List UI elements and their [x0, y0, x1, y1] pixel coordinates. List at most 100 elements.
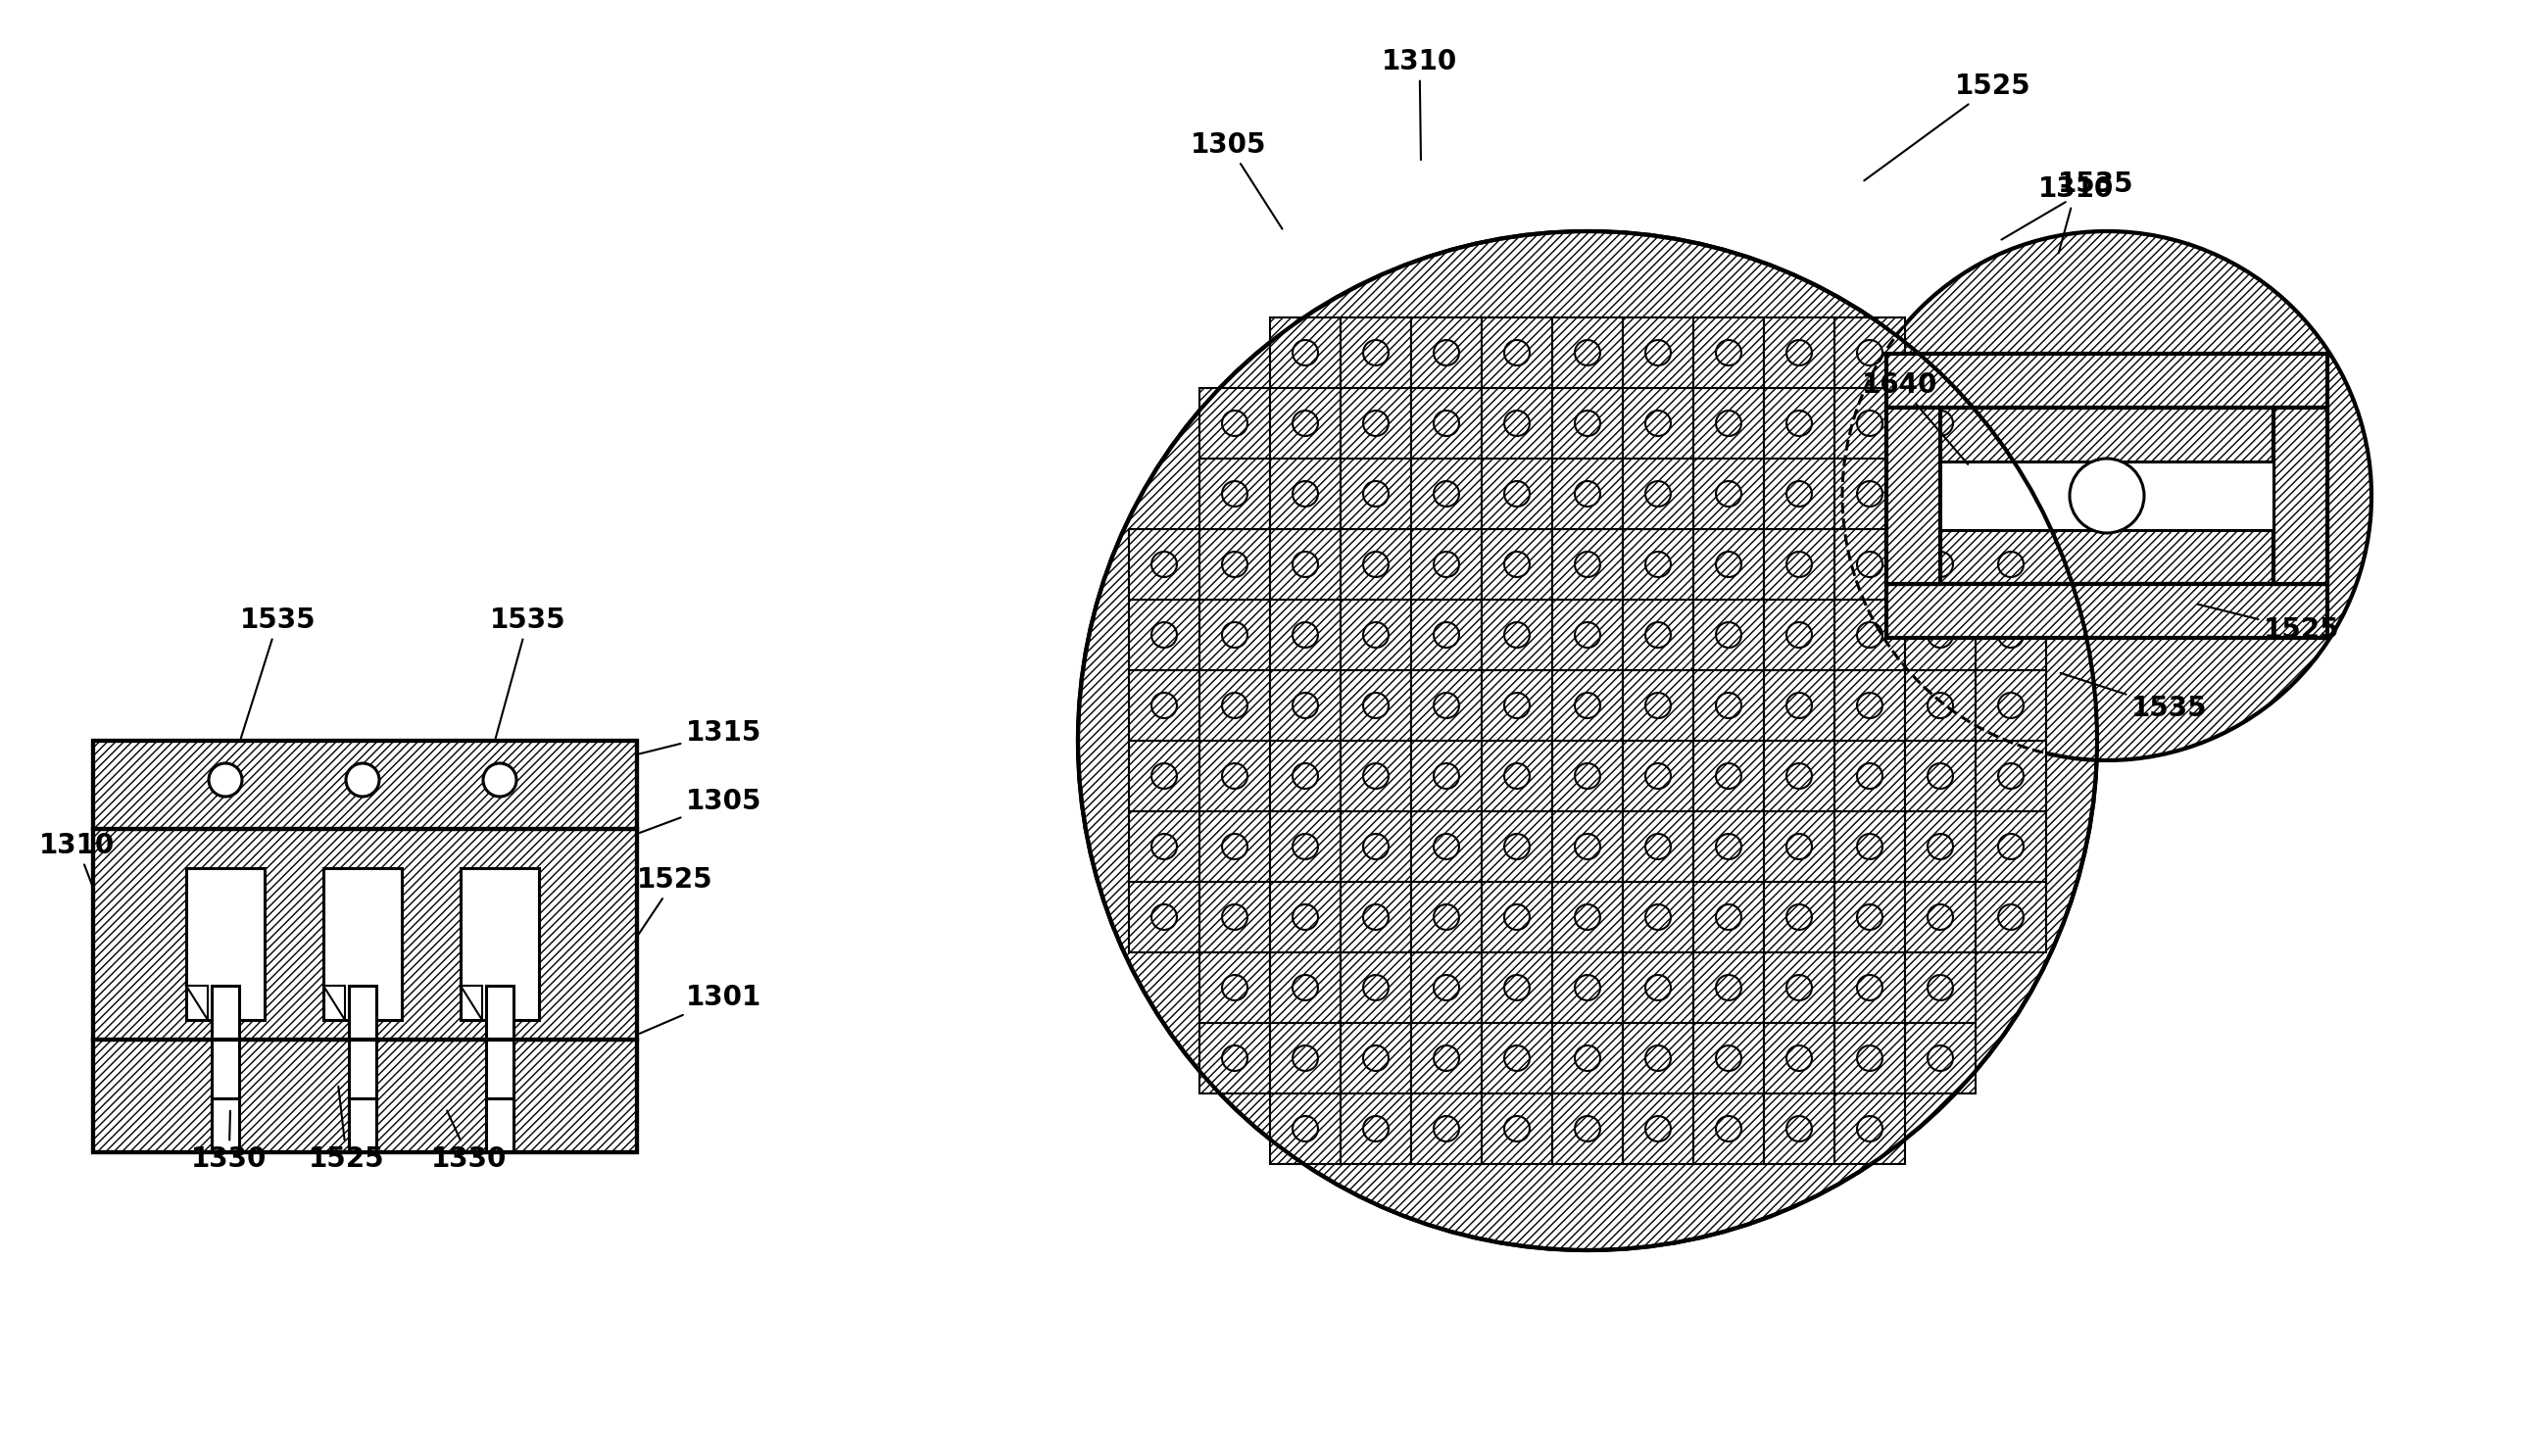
Bar [1835, 670, 1906, 741]
Circle shape [346, 763, 379, 796]
Bar [1763, 459, 1835, 529]
Bar [1906, 1024, 1974, 1093]
Bar [1553, 741, 1624, 811]
Polygon shape [185, 986, 208, 1021]
Bar [94, 741, 638, 1152]
Bar [1763, 387, 1835, 459]
Circle shape [1842, 232, 2371, 760]
Bar [1342, 882, 1410, 952]
Bar [1692, 882, 1763, 952]
Bar [1481, 529, 1553, 600]
Bar [1481, 387, 1553, 459]
Bar [1410, 952, 1481, 1024]
Bar [1906, 529, 1974, 600]
Bar [1974, 600, 2046, 670]
Bar [1128, 741, 1199, 811]
Text: 1535: 1535 [239, 607, 315, 738]
Bar [1624, 952, 1692, 1024]
Bar [1481, 317, 1553, 387]
Bar [1410, 670, 1481, 741]
Bar [1692, 1093, 1763, 1163]
Bar [1624, 1093, 1692, 1163]
Bar [1692, 529, 1763, 600]
Bar [1481, 670, 1553, 741]
Bar [1270, 811, 1342, 882]
Bar [485, 986, 513, 1147]
Bar [1199, 459, 1270, 529]
Bar [1481, 811, 1553, 882]
Bar [1974, 811, 2046, 882]
Bar [1974, 741, 2046, 811]
Text: 1525: 1525 [1865, 73, 2030, 181]
Polygon shape [460, 986, 483, 1021]
Bar [1481, 952, 1553, 1024]
Bar [1128, 529, 1199, 600]
Text: 1330: 1330 [191, 1111, 267, 1174]
Bar [1835, 952, 1906, 1024]
Bar [1553, 387, 1624, 459]
Bar [1553, 317, 1624, 387]
Bar [1763, 317, 1835, 387]
Text: 1525: 1525 [2198, 604, 2340, 644]
Bar [1270, 317, 1342, 387]
Bar [1763, 882, 1835, 952]
Bar [1835, 387, 1906, 459]
Bar [1342, 600, 1410, 670]
Bar [1692, 811, 1763, 882]
Bar [1835, 459, 1906, 529]
Bar [1624, 459, 1692, 529]
Bar [1270, 459, 1342, 529]
Bar [1763, 811, 1835, 882]
Bar [1692, 387, 1763, 459]
Bar [1481, 600, 1553, 670]
Bar [1481, 1093, 1553, 1163]
Bar [1342, 811, 1410, 882]
Bar [1692, 741, 1763, 811]
Bar [94, 1040, 638, 1152]
Bar [1906, 882, 1974, 952]
Bar [1624, 882, 1692, 952]
Bar [460, 868, 539, 1021]
Bar [1128, 600, 1199, 670]
Bar [1835, 1093, 1906, 1163]
Text: 1535: 1535 [2002, 170, 2134, 240]
Bar [1763, 741, 1835, 811]
Bar [1974, 670, 2046, 741]
Bar [1553, 529, 1624, 600]
Text: 1315: 1315 [640, 719, 762, 754]
Bar [185, 868, 264, 1021]
Bar [1342, 529, 1410, 600]
Bar [1270, 882, 1342, 952]
Bar [1342, 952, 1410, 1024]
Bar [1342, 317, 1410, 387]
Bar [1270, 1093, 1342, 1163]
Bar [1199, 741, 1270, 811]
Text: 1525: 1525 [307, 1086, 384, 1174]
Bar [1270, 952, 1342, 1024]
Bar [1410, 529, 1481, 600]
Bar [1553, 811, 1624, 882]
Bar [2274, 408, 2328, 584]
Bar [1199, 811, 1270, 882]
Bar [1342, 741, 1410, 811]
Bar [94, 828, 638, 1040]
Circle shape [2071, 459, 2145, 533]
Text: 1310: 1310 [38, 831, 114, 885]
Bar [1199, 600, 1270, 670]
Bar [1199, 952, 1270, 1024]
Text: 1305: 1305 [1192, 131, 1283, 229]
Bar [1624, 317, 1692, 387]
Text: 1535: 1535 [490, 607, 567, 738]
Bar [1410, 1024, 1481, 1093]
Bar [1624, 387, 1692, 459]
Bar [1906, 387, 1974, 459]
Bar [1481, 882, 1553, 952]
Text: 1640: 1640 [1863, 371, 1967, 464]
Bar [1410, 882, 1481, 952]
Bar [1342, 459, 1410, 529]
Bar [1835, 811, 1906, 882]
Text: 1310: 1310 [2038, 175, 2114, 253]
Bar [1270, 529, 1342, 600]
Bar [1692, 952, 1763, 1024]
Bar [1199, 882, 1270, 952]
